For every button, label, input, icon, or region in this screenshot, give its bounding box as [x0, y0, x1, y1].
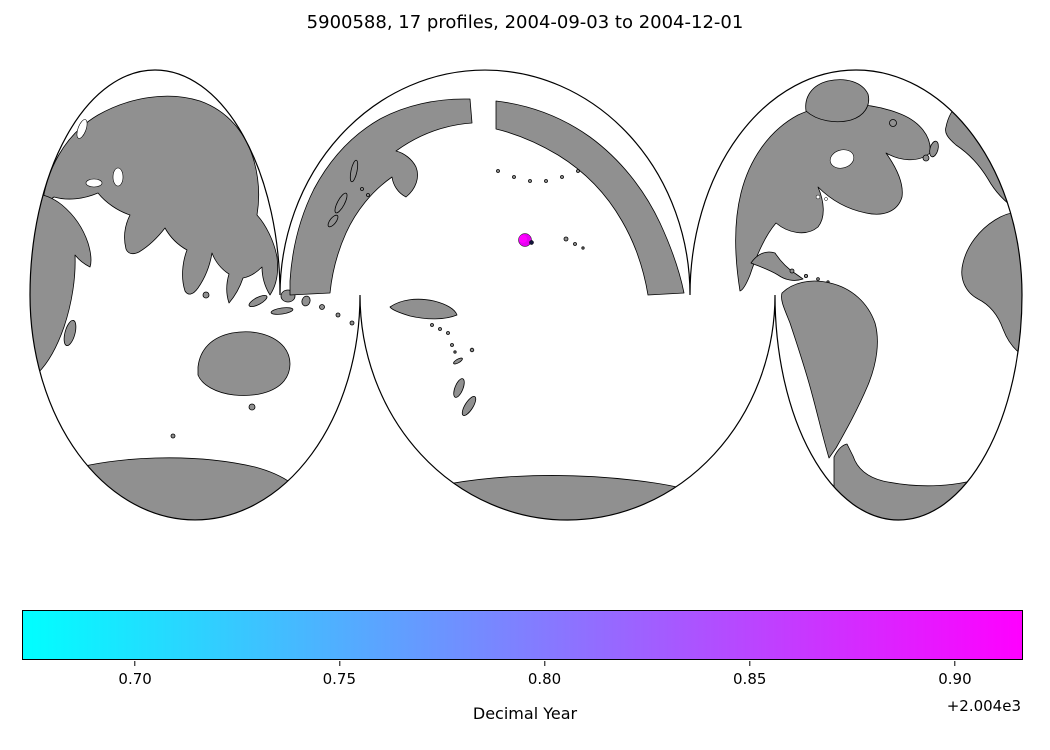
continent-north-america [735, 103, 931, 292]
islands-british [922, 140, 939, 162]
continent-south-america [781, 280, 878, 459]
figure-title: 5900588, 17 profiles, 2004-09-03 to 2004… [306, 12, 744, 33]
profile-marker-dark [529, 240, 534, 245]
colorbar-tick: 0.90 [938, 661, 972, 688]
tick-label: 0.85 [733, 670, 767, 688]
region-central-america [750, 251, 804, 281]
great-lakes [815, 194, 821, 200]
tick-label: 0.70 [118, 670, 152, 688]
islands-japan [327, 187, 370, 228]
tick-label: 0.80 [527, 670, 562, 688]
region-alaska-west-america [495, 100, 685, 296]
islands-new-zealand [453, 378, 477, 416]
tick-mark [134, 661, 136, 666]
tick-mark [338, 661, 340, 666]
islands-aleutian [496, 169, 580, 183]
profile-marker-cluster [518, 233, 534, 247]
tick-mark [749, 661, 751, 666]
continent-australia [197, 331, 291, 396]
tick-mark [954, 661, 956, 666]
continent-africa-east [30, 192, 92, 380]
colorbar-offset-text: +2.004e3 [946, 697, 1021, 715]
world-map [29, 69, 1023, 521]
colorbar-gradient [22, 610, 1023, 660]
colorbar-tick: 0.80 [528, 661, 561, 688]
continent-eurasia [41, 95, 278, 304]
colorbar-axis-label: Decimal Year [472, 704, 578, 723]
great-lakes-2 [824, 197, 828, 201]
baltic-sea [76, 119, 88, 139]
islands-pacific [430, 236, 585, 365]
colorbar-tick: 0.85 [733, 661, 766, 688]
island-kerguelen [170, 433, 176, 439]
region-east-asia [289, 98, 473, 296]
tick-mark [544, 661, 546, 666]
colorbar-tick: 0.70 [118, 661, 152, 688]
island-new-guinea [389, 298, 458, 320]
caspian-sea [112, 167, 124, 187]
profile-marker-magenta-bright [519, 235, 527, 243]
colorbar-tick: 0.75 [323, 661, 356, 688]
region-west-africa [961, 211, 1022, 358]
projection-outline [29, 69, 1023, 521]
black-sea [85, 178, 103, 188]
island-iceland [889, 119, 897, 127]
island-sri-lanka [202, 291, 210, 299]
island-sakhalin [349, 159, 359, 183]
tick-label: 0.75 [322, 670, 357, 688]
tick-label: 0.90 [938, 670, 972, 688]
island-madagascar [63, 319, 77, 347]
island-greenland [805, 79, 870, 123]
island-tasmania [248, 403, 256, 411]
hudson-bay [829, 149, 855, 169]
colorbar-ticks: 0.70 0.75 0.80 0.85 0.90 [22, 661, 1023, 695]
